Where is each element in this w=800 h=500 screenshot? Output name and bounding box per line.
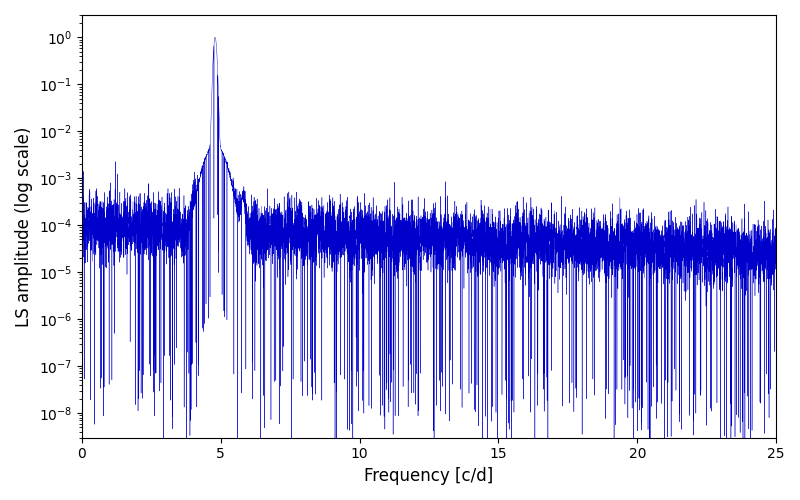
X-axis label: Frequency [c/d]: Frequency [c/d] xyxy=(364,467,494,485)
Y-axis label: LS amplitude (log scale): LS amplitude (log scale) xyxy=(15,126,33,326)
